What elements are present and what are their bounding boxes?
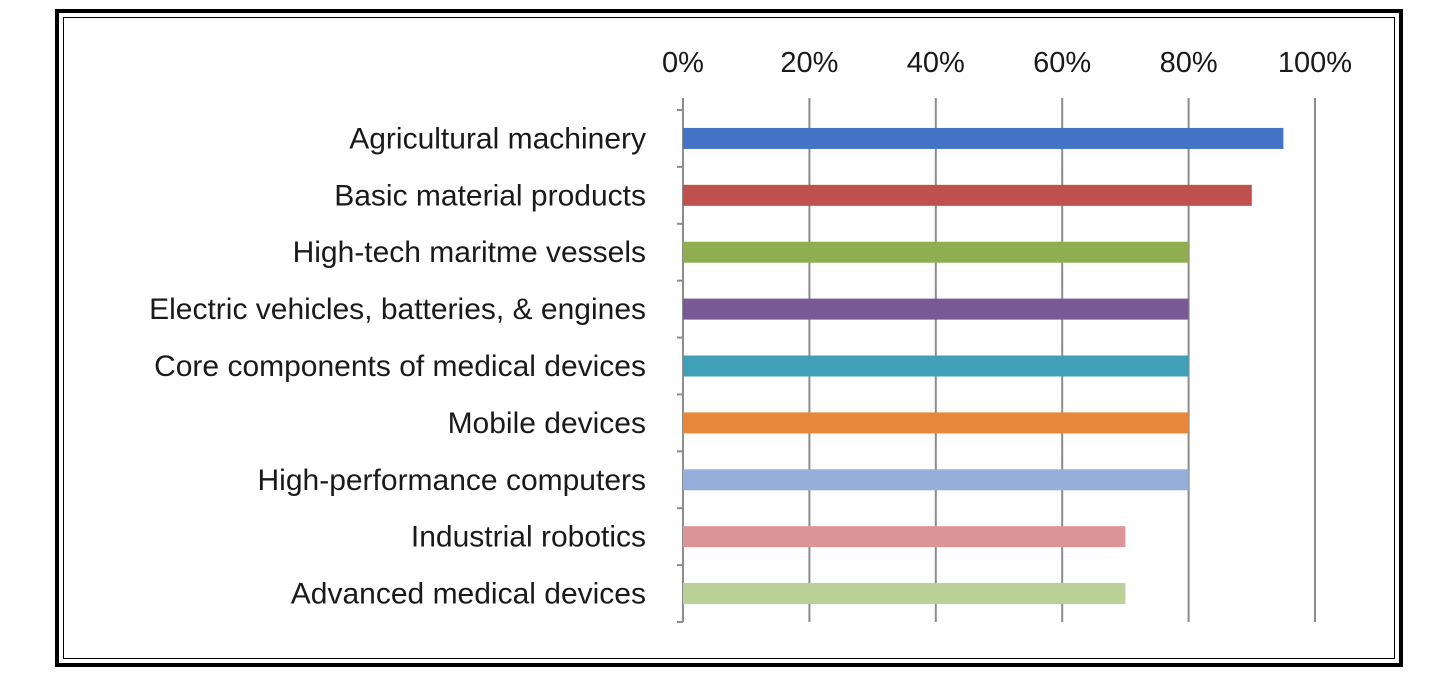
- bar: [683, 583, 1126, 605]
- bar: [683, 355, 1189, 377]
- category-labels: Agricultural machinery Basic material pro…: [149, 122, 646, 610]
- bar: [683, 298, 1189, 320]
- category-label: Industrial robotics: [411, 521, 646, 554]
- tick-label: 100%: [1278, 47, 1352, 79]
- category-label: Electric vehicles, batteries, & engines: [149, 293, 646, 326]
- category-label: Mobile devices: [448, 407, 646, 440]
- category-label: High-performance computers: [258, 464, 647, 497]
- category-label: Core components of medical devices: [154, 350, 646, 383]
- bar: [683, 241, 1189, 263]
- tick-label: 40%: [907, 47, 965, 79]
- category-axis: [677, 98, 684, 623]
- category-label: Basic material products: [334, 179, 646, 212]
- chart-frame: [55, 9, 1403, 667]
- tick-label: 80%: [1160, 47, 1218, 79]
- tick-label: 60%: [1033, 47, 1091, 79]
- value-axis-ticks: 0% 20% 40% 60% 80% 100%: [662, 47, 1352, 79]
- category-label: Agricultural machinery: [349, 122, 646, 155]
- bar: [683, 526, 1126, 548]
- bar: [683, 469, 1189, 491]
- bar: [683, 412, 1189, 434]
- bar: [683, 184, 1252, 206]
- category-label: High-tech maritme vessels: [293, 236, 646, 269]
- bars: [683, 127, 1284, 605]
- category-label: Advanced medical devices: [291, 578, 646, 611]
- tick-label: 0%: [662, 47, 704, 79]
- tick-label: 20%: [780, 47, 838, 79]
- bar: [683, 127, 1284, 149]
